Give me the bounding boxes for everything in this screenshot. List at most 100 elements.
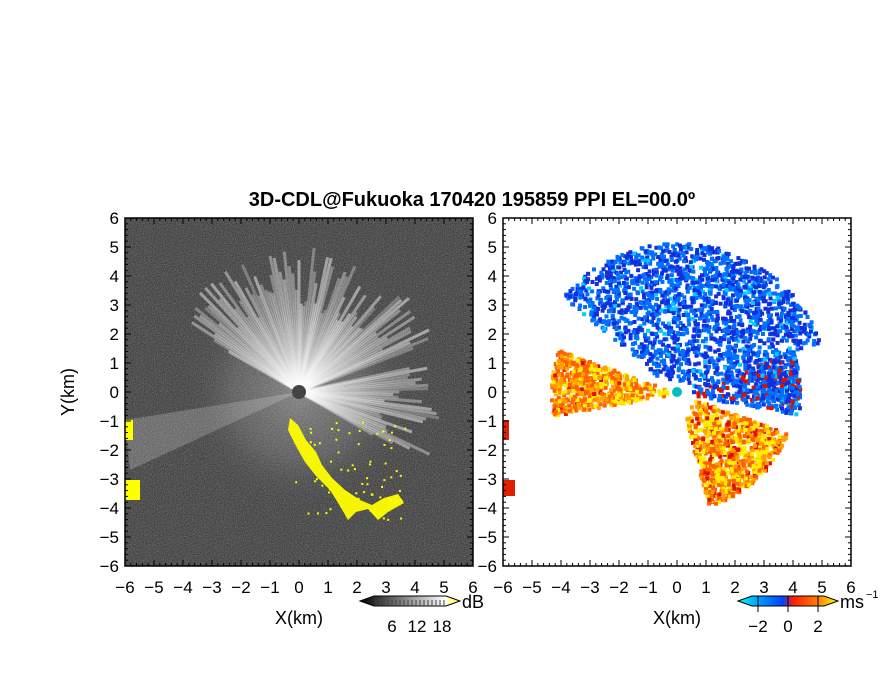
velocity-pixel — [604, 314, 609, 319]
velocity-pixel — [694, 399, 699, 404]
velocity-pixel — [603, 385, 608, 390]
velocity-pixel — [743, 271, 748, 276]
velocity-pixel — [755, 313, 760, 318]
velocity-pixel — [583, 403, 587, 408]
velocity-pixel — [621, 263, 626, 268]
velocity-pixel — [644, 282, 649, 286]
velocity-pixel — [701, 391, 706, 396]
velocity-pixel — [759, 450, 764, 455]
velocity-pixel — [702, 253, 707, 257]
velocity-pixel — [693, 434, 698, 439]
velocity-pixel — [677, 243, 682, 248]
velocity-pixel — [793, 316, 797, 321]
velocity-pixel — [742, 274, 747, 279]
intensity-y-axis-title: Y(km) — [58, 368, 78, 416]
velocity-pixel — [610, 375, 615, 380]
velocity-pixel — [645, 396, 650, 401]
velocity-pixel — [788, 308, 793, 313]
velocity-pixel — [640, 280, 645, 285]
velocity-pixel — [763, 366, 768, 371]
velocity-pixel — [747, 463, 752, 467]
velocity-pixel — [755, 421, 760, 426]
velocity-pixel — [675, 298, 680, 303]
velocity-pixel — [694, 353, 699, 358]
velocity-pixel — [637, 278, 642, 283]
velocity-pixel — [702, 257, 706, 262]
velocity-pixel — [661, 394, 666, 399]
velocity-pixel — [741, 347, 746, 351]
velocity-pixel — [681, 377, 685, 382]
intensity-clutter-pixel — [309, 427, 312, 430]
velocity-pixel — [730, 283, 735, 288]
velocity-pixel — [775, 293, 780, 298]
velocity-pixel — [710, 299, 715, 304]
velocity-pixel — [665, 366, 670, 371]
velocity-pixel — [762, 379, 766, 384]
velocity-pixel — [766, 405, 771, 410]
velocity-pixel — [613, 376, 618, 381]
velocity-pixel — [798, 395, 802, 400]
velocity-pixel — [607, 319, 612, 324]
velocity-pixel — [720, 356, 725, 361]
velocity-pixel — [686, 318, 691, 323]
velocity-pixel — [614, 284, 619, 289]
velocity-pixel — [677, 307, 682, 312]
velocity-pixel — [718, 336, 723, 341]
velocity-pixel — [762, 275, 767, 280]
velocity-pixel — [586, 379, 591, 384]
velocity-pixel — [729, 259, 733, 264]
velocity-pixel — [756, 353, 761, 357]
velocity-pixel — [745, 453, 750, 458]
velocity-pixel — [718, 301, 723, 306]
velocity-pixel — [750, 402, 755, 407]
velocity-pixel — [666, 287, 671, 292]
velocity-pixel — [794, 412, 799, 417]
velocity-pixel — [554, 383, 559, 387]
velocity-pixel — [709, 284, 714, 289]
velocity-pixel — [761, 444, 766, 449]
velocity-pixel — [623, 260, 627, 265]
velocity-pixel — [715, 451, 720, 456]
velocity-pixel — [729, 354, 734, 359]
velocity-pixel — [579, 380, 583, 385]
velocity-pixel — [786, 311, 791, 315]
velocity-pixel — [698, 411, 703, 416]
velocity-pixel — [755, 449, 760, 454]
velocity-pixel — [696, 394, 701, 399]
intensity-colorbar-bar — [358, 595, 462, 607]
velocity-pixel — [582, 276, 587, 281]
velocity-pixel — [611, 384, 616, 389]
velocity-pixel — [624, 296, 629, 301]
velocity-pixel — [696, 361, 701, 366]
velocity-pixel — [756, 426, 760, 431]
velocity-pixel — [636, 253, 641, 258]
intensity-clutter-pixel — [394, 425, 397, 428]
velocity-pixel — [770, 378, 775, 382]
velocity-pixel — [712, 385, 717, 390]
velocity-pixel — [560, 373, 565, 377]
velocity-pixel — [586, 299, 591, 304]
velocity-pixel — [741, 439, 746, 444]
velocity-pixel — [683, 372, 688, 377]
velocity-pixel — [612, 279, 617, 284]
velocity-pixel — [759, 446, 764, 450]
velocity-pixel — [756, 280, 760, 285]
velocity-pixel — [723, 450, 727, 455]
y-tick-label: 1 — [110, 354, 119, 373]
intensity-clutter-pixel — [340, 468, 343, 471]
velocity-pixel — [728, 311, 733, 316]
velocity-pixel — [737, 452, 741, 457]
intensity-clutter-pixel — [330, 460, 333, 463]
velocity-pixel — [717, 482, 722, 487]
velocity-pixel — [748, 371, 753, 376]
velocity-pixel — [732, 319, 737, 323]
velocity-pixel — [715, 442, 720, 447]
velocity-pixel — [559, 409, 564, 414]
velocity-pixel — [644, 279, 649, 284]
velocity-pixel — [777, 448, 782, 453]
velocity-pixel — [658, 277, 663, 281]
velocity-pixel — [608, 270, 613, 275]
velocity-pixel — [758, 309, 763, 314]
velocity-pixel — [671, 277, 675, 282]
